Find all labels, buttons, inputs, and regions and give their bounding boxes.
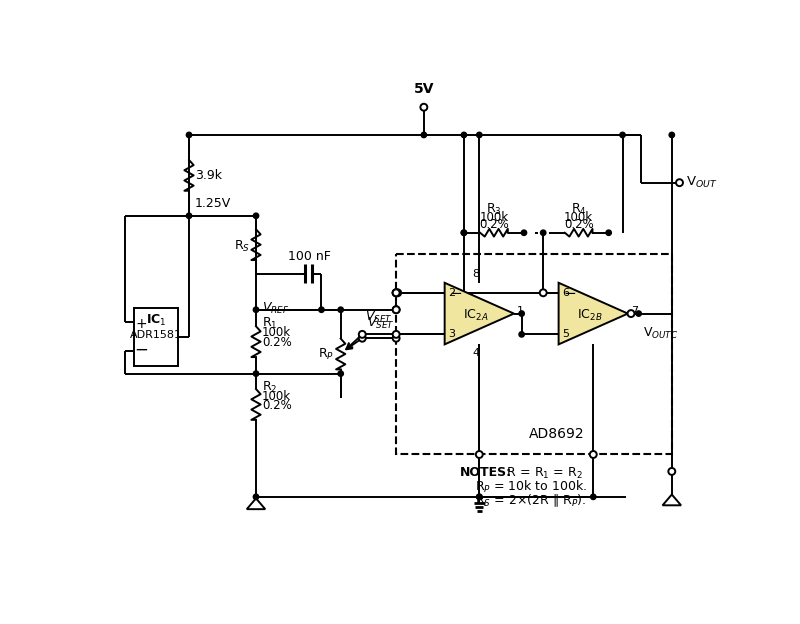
Text: V$_{SET}$: V$_{SET}$ bbox=[365, 310, 392, 325]
Polygon shape bbox=[558, 283, 628, 344]
Text: 8: 8 bbox=[473, 269, 480, 279]
Text: ADR1581: ADR1581 bbox=[130, 330, 182, 340]
Circle shape bbox=[462, 132, 466, 138]
Text: 100 nF: 100 nF bbox=[289, 250, 331, 263]
Text: R$_P$ = 10k to 100k.: R$_P$ = 10k to 100k. bbox=[475, 479, 588, 495]
Circle shape bbox=[254, 494, 258, 500]
Circle shape bbox=[318, 307, 324, 313]
Circle shape bbox=[541, 290, 546, 296]
Circle shape bbox=[254, 371, 258, 376]
Circle shape bbox=[636, 311, 642, 316]
Circle shape bbox=[338, 371, 343, 376]
Circle shape bbox=[358, 334, 366, 342]
Circle shape bbox=[462, 230, 466, 235]
Text: 3.9k: 3.9k bbox=[195, 169, 222, 182]
Bar bbox=[396, 255, 672, 454]
Text: −: − bbox=[449, 286, 462, 301]
Circle shape bbox=[338, 307, 343, 313]
Text: 0.2%: 0.2% bbox=[564, 218, 594, 231]
Text: R$_S$: R$_S$ bbox=[234, 238, 250, 254]
Circle shape bbox=[393, 306, 400, 313]
Circle shape bbox=[668, 468, 675, 475]
Circle shape bbox=[393, 290, 400, 296]
Circle shape bbox=[541, 230, 546, 235]
Circle shape bbox=[540, 290, 546, 296]
Circle shape bbox=[676, 179, 683, 186]
Circle shape bbox=[421, 132, 426, 138]
Bar bbox=[134, 308, 178, 366]
Text: 6: 6 bbox=[562, 288, 570, 298]
Circle shape bbox=[462, 230, 466, 235]
Text: −: − bbox=[134, 341, 148, 359]
Text: R$_P$: R$_P$ bbox=[318, 346, 334, 361]
Circle shape bbox=[620, 132, 626, 138]
Text: 5V: 5V bbox=[414, 82, 434, 97]
Text: 5: 5 bbox=[562, 329, 570, 339]
Text: 0.2%: 0.2% bbox=[262, 399, 292, 412]
Circle shape bbox=[393, 290, 400, 296]
Text: NOTES:: NOTES: bbox=[460, 466, 512, 479]
Circle shape bbox=[186, 132, 192, 138]
Text: 1.25V: 1.25V bbox=[195, 197, 231, 210]
Text: 100k: 100k bbox=[564, 212, 593, 224]
Circle shape bbox=[254, 307, 258, 313]
Text: V$_{OUT}$: V$_{OUT}$ bbox=[686, 175, 717, 190]
Text: R$_3$: R$_3$ bbox=[486, 202, 502, 217]
Circle shape bbox=[519, 311, 524, 316]
Circle shape bbox=[420, 104, 427, 110]
Text: R = R$_1$ = R$_2$: R = R$_1$ = R$_2$ bbox=[503, 466, 583, 481]
Text: R$_2$: R$_2$ bbox=[262, 380, 278, 395]
Text: V$_{REF}$: V$_{REF}$ bbox=[262, 301, 290, 316]
Text: 100k: 100k bbox=[262, 326, 291, 339]
Circle shape bbox=[590, 451, 597, 458]
Text: V$_{SET}$: V$_{SET}$ bbox=[367, 315, 394, 331]
Text: IC$_{2B}$: IC$_{2B}$ bbox=[578, 308, 603, 323]
Text: 100k: 100k bbox=[479, 212, 509, 224]
Circle shape bbox=[522, 230, 526, 235]
Text: V$_{OUTC}$: V$_{OUTC}$ bbox=[642, 326, 678, 341]
Circle shape bbox=[393, 290, 400, 296]
Text: 7: 7 bbox=[631, 306, 638, 316]
Circle shape bbox=[358, 331, 366, 338]
Circle shape bbox=[519, 332, 524, 337]
Text: 100k: 100k bbox=[262, 390, 291, 403]
Text: −: − bbox=[563, 286, 576, 301]
Circle shape bbox=[393, 331, 400, 338]
Circle shape bbox=[477, 132, 482, 138]
Text: 0.2%: 0.2% bbox=[262, 336, 292, 349]
Text: R$_1$: R$_1$ bbox=[262, 316, 278, 331]
Text: R$_4$: R$_4$ bbox=[570, 202, 586, 217]
Circle shape bbox=[477, 494, 482, 500]
Text: 0.2%: 0.2% bbox=[479, 218, 509, 231]
Polygon shape bbox=[445, 283, 514, 344]
Circle shape bbox=[394, 290, 401, 296]
Text: IC$_{2A}$: IC$_{2A}$ bbox=[463, 308, 489, 323]
Polygon shape bbox=[246, 499, 266, 509]
Text: 2: 2 bbox=[449, 288, 456, 298]
Text: 4: 4 bbox=[473, 348, 480, 358]
Text: R$_S$ = 2×(2R ∥ R$_P$).: R$_S$ = 2×(2R ∥ R$_P$). bbox=[475, 492, 586, 509]
Circle shape bbox=[393, 334, 400, 342]
Circle shape bbox=[627, 310, 634, 317]
Circle shape bbox=[590, 494, 596, 500]
Circle shape bbox=[606, 230, 611, 235]
Circle shape bbox=[186, 213, 192, 218]
Text: 1: 1 bbox=[517, 306, 524, 316]
Text: +: + bbox=[135, 316, 147, 331]
Circle shape bbox=[254, 213, 258, 218]
Circle shape bbox=[477, 494, 482, 500]
Circle shape bbox=[669, 132, 674, 138]
Text: AD8692: AD8692 bbox=[530, 427, 585, 441]
Text: IC$_1$: IC$_1$ bbox=[146, 313, 166, 328]
Text: 3: 3 bbox=[449, 329, 455, 339]
Circle shape bbox=[393, 306, 400, 313]
Polygon shape bbox=[662, 495, 681, 505]
Circle shape bbox=[476, 451, 482, 458]
